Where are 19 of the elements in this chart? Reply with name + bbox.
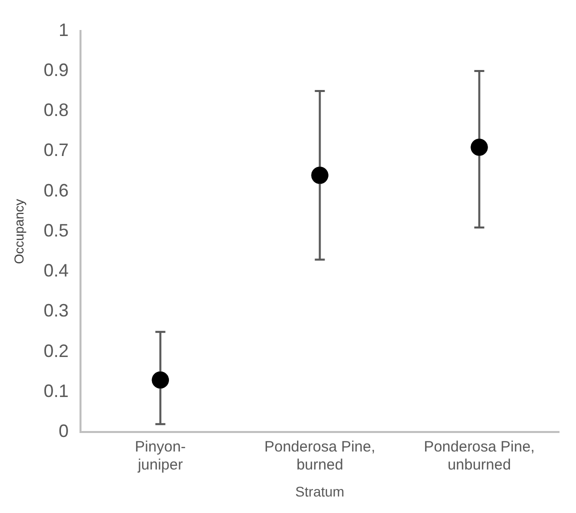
y-tick-label: 1 — [58, 20, 69, 40]
y-tick-label: 0.1 — [44, 381, 69, 402]
x-axis-title: Stratum — [295, 483, 344, 500]
y-tick-label: 0 — [58, 421, 69, 442]
y-tick-label: 0.2 — [44, 340, 69, 361]
x-tick-label: Pinyon-juniper — [134, 438, 186, 474]
point — [470, 138, 488, 156]
x-tick-label: Ponderosa Pine, unburned — [424, 438, 535, 474]
y-tick-label: 0.8 — [44, 100, 69, 120]
y-tick-label: 0.6 — [44, 180, 69, 200]
y-tick-label: 0.5 — [44, 220, 69, 240]
point — [311, 166, 328, 184]
y-axis-title: Occupancy — [11, 198, 26, 264]
x-tick-label: Ponderosa Pine, burned — [264, 438, 376, 474]
y-tick-label: 0.4 — [44, 260, 69, 281]
y-tick-label: 0.3 — [44, 300, 69, 321]
y-tick-label: 0.7 — [44, 140, 69, 160]
point — [152, 372, 169, 389]
y-tick-label: 0.9 — [44, 60, 69, 80]
